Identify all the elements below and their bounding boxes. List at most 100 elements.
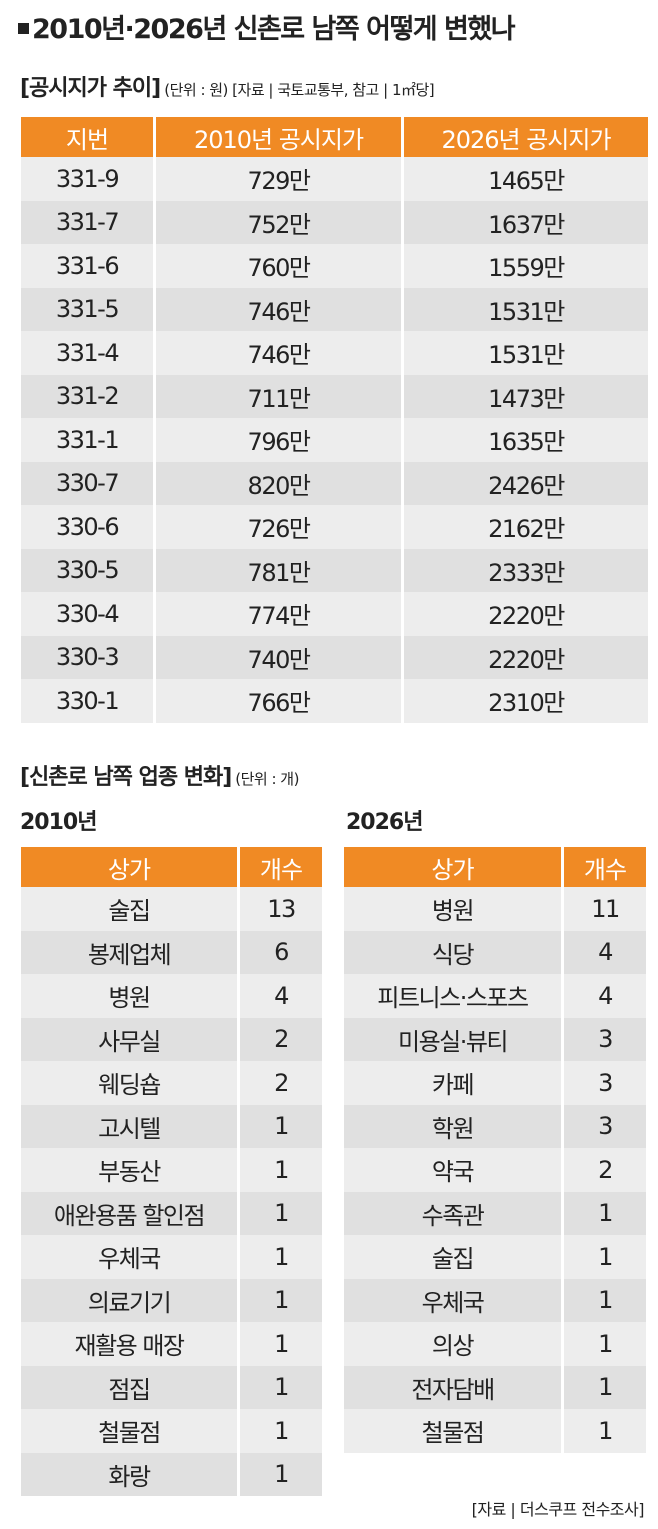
business-2026-cell: 카페 bbox=[344, 1061, 561, 1105]
business-2010-column-header: 상가 bbox=[21, 847, 237, 887]
price-table-cell: 2162만 bbox=[404, 505, 648, 549]
business-2010-cell: 고시텔 bbox=[21, 1104, 237, 1148]
business-2010-row: 부동산 1 bbox=[21, 1148, 322, 1192]
price-table-cell: 330-5 bbox=[21, 548, 153, 592]
business-2010-cell: 1 bbox=[240, 1191, 322, 1235]
price-table-cell: 2426만 bbox=[404, 461, 648, 505]
business-2026-cell: 1 bbox=[564, 1409, 646, 1453]
price-table-row: 330-3 740만 2220만 bbox=[21, 635, 648, 679]
business-2026-cell: 4 bbox=[564, 930, 646, 974]
business-2026-cell: 2 bbox=[564, 1148, 646, 1192]
business-2010-cell: 1 bbox=[240, 1365, 322, 1409]
business-2026-row: 술집 1 bbox=[344, 1235, 646, 1279]
price-table-cell: 331-6 bbox=[21, 244, 153, 288]
price-table-row: 331-1 796만 1635만 bbox=[21, 418, 648, 462]
business-2026-cell: 3 bbox=[564, 1104, 646, 1148]
price-table-cell: 331-7 bbox=[21, 200, 153, 244]
business-2010-row: 철물점 1 bbox=[21, 1409, 322, 1453]
year-label-2010: 2010년 bbox=[20, 810, 97, 835]
page-title: 2010년·2026년 신촌로 남쪽 어떻게 변했나 bbox=[18, 10, 516, 50]
business-2026-cell: 식당 bbox=[344, 930, 561, 974]
business-2026-row: 전자담배 1 bbox=[344, 1365, 646, 1409]
price-table-cell: 330-4 bbox=[21, 592, 153, 636]
business-2026-cell: 11 bbox=[564, 887, 646, 931]
price-table-column-header: 2026년 공시지가 bbox=[404, 117, 648, 157]
business-2026-cell: 철물점 bbox=[344, 1409, 561, 1453]
business-2010-row: 의료기기 1 bbox=[21, 1278, 322, 1322]
business-2010-row: 애완용품 할인점 1 bbox=[21, 1191, 322, 1235]
business-2010-cell: 4 bbox=[240, 974, 322, 1018]
price-table-cell: 1531만 bbox=[404, 331, 648, 375]
price-table-cell: 2220만 bbox=[404, 592, 648, 636]
business-2026-row: 의상 1 bbox=[344, 1322, 646, 1366]
business-2010-cell: 1 bbox=[240, 1409, 322, 1453]
price-table-cell: 331-4 bbox=[21, 331, 153, 375]
price-table-row: 330-4 774만 2220만 bbox=[21, 592, 648, 636]
business-2010-cell: 1 bbox=[240, 1104, 322, 1148]
business-section-heading: [신촌로 남쪽 업종 변화] bbox=[20, 765, 232, 790]
business-2026-cell: 1 bbox=[564, 1365, 646, 1409]
business-2010-cell: 사무실 bbox=[21, 1017, 237, 1061]
business-2026-cell: 병원 bbox=[344, 887, 561, 931]
business-2010-cell: 봉제업체 bbox=[21, 930, 237, 974]
price-table-cell: 331-2 bbox=[21, 374, 153, 418]
price-table-cell: 2333만 bbox=[404, 548, 648, 592]
business-2010-cell: 우체국 bbox=[21, 1235, 237, 1279]
price-table-row: 330-6 726만 2162만 bbox=[21, 505, 648, 549]
title-square-icon bbox=[18, 23, 29, 34]
price-table-cell: 2310만 bbox=[404, 679, 648, 723]
business-2026-cell: 1 bbox=[564, 1191, 646, 1235]
price-table-cell: 746만 bbox=[156, 287, 401, 331]
price-table-cell: 774만 bbox=[156, 592, 401, 636]
year-label-2026: 2026년 bbox=[346, 810, 423, 835]
business-2010-row: 고시텔 1 bbox=[21, 1104, 322, 1148]
price-table-cell: 796만 bbox=[156, 418, 401, 462]
business-2026-cell: 수족관 bbox=[344, 1191, 561, 1235]
business-table-2026-header: 상가 개수 bbox=[344, 847, 646, 887]
business-2010-row: 점집 1 bbox=[21, 1365, 322, 1409]
price-table-cell: 330-6 bbox=[21, 505, 153, 549]
business-section-header: [신촌로 남쪽 업종 변화] (단위 : 개) bbox=[20, 763, 299, 794]
price-table-cell: 330-1 bbox=[21, 679, 153, 723]
business-2026-cell: 의상 bbox=[344, 1322, 561, 1366]
price-table-cell: 1465만 bbox=[404, 157, 648, 201]
price-table-row: 331-9 729만 1465만 bbox=[21, 157, 648, 201]
price-table-column-header: 2010년 공시지가 bbox=[156, 117, 401, 157]
business-2026-cell: 약국 bbox=[344, 1148, 561, 1192]
price-table-column-header: 지번 bbox=[21, 117, 153, 157]
price-table-cell: 1635만 bbox=[404, 418, 648, 462]
business-2010-row: 사무실 2 bbox=[21, 1017, 322, 1061]
price-table-row: 330-1 766만 2310만 bbox=[21, 679, 648, 723]
business-2010-cell: 1 bbox=[240, 1148, 322, 1192]
business-2026-cell: 1 bbox=[564, 1235, 646, 1279]
price-table-cell: 331-9 bbox=[21, 157, 153, 201]
business-2026-row: 약국 2 bbox=[344, 1148, 646, 1192]
business-2010-cell: 1 bbox=[240, 1235, 322, 1279]
business-2026-cell: 3 bbox=[564, 1017, 646, 1061]
price-table-cell: 760만 bbox=[156, 244, 401, 288]
business-table-2010-header: 상가 개수 bbox=[21, 847, 322, 887]
price-section-header: [공시지가 추이] (단위 : 원) [자료 | 국토교통부, 참고 | 1㎡당] bbox=[20, 74, 435, 105]
price-table-cell: 331-1 bbox=[21, 418, 153, 462]
business-2010-cell: 점집 bbox=[21, 1365, 237, 1409]
business-2010-cell: 2 bbox=[240, 1017, 322, 1061]
business-2010-column-header: 개수 bbox=[240, 847, 322, 887]
business-2026-row: 학원 3 bbox=[344, 1104, 646, 1148]
price-table-row: 331-7 752만 1637만 bbox=[21, 200, 648, 244]
price-table-cell: 331-5 bbox=[21, 287, 153, 331]
price-section-note: (단위 : 원) [자료 | 국토교통부, 참고 | 1㎡당] bbox=[164, 81, 435, 99]
price-table-row: 331-5 746만 1531만 bbox=[21, 287, 648, 331]
price-table-row: 331-6 760만 1559만 bbox=[21, 244, 648, 288]
business-2010-cell: 1 bbox=[240, 1322, 322, 1366]
business-2010-cell: 부동산 bbox=[21, 1148, 237, 1192]
business-2026-cell: 술집 bbox=[344, 1235, 561, 1279]
business-2010-row: 재활용 매장 1 bbox=[21, 1322, 322, 1366]
price-table-row: 330-5 781만 2333만 bbox=[21, 548, 648, 592]
source-credit: [자료 | 더스쿠프 전수조사] bbox=[471, 1500, 645, 1519]
business-2026-row: 미용실·뷰티 3 bbox=[344, 1017, 646, 1061]
price-table-cell: 766만 bbox=[156, 679, 401, 723]
business-2010-cell: 병원 bbox=[21, 974, 237, 1018]
business-2026-row: 식당 4 bbox=[344, 930, 646, 974]
business-2026-row: 병원 11 bbox=[344, 887, 646, 931]
business-2010-cell: 13 bbox=[240, 887, 322, 931]
